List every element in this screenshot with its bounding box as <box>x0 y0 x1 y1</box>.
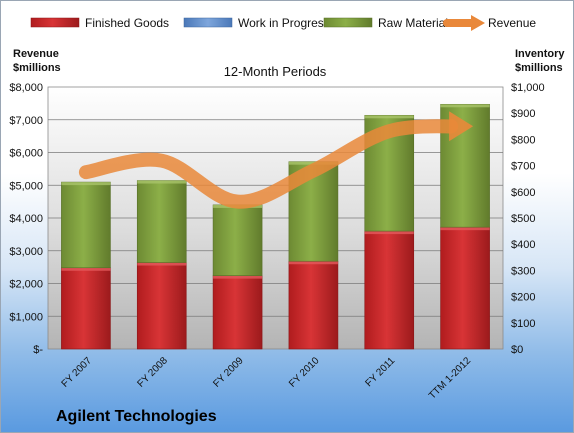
bar-finished-goods <box>364 230 415 350</box>
legend-item-revenue: Revenue <box>443 15 536 31</box>
right-tick-label: $700 <box>511 161 535 173</box>
right-tick-label: $400 <box>511 239 535 251</box>
legend-item-raw-materials: Raw Materials <box>323 16 454 30</box>
legend-label-finished-goods: Finished Goods <box>85 16 169 30</box>
chart-subtitle: 12-Month Periods <box>224 64 327 79</box>
bar-raw-materials <box>136 180 187 263</box>
left-tick-label: $2,000 <box>9 279 43 291</box>
right-tick-label: $500 <box>511 213 535 225</box>
legend-swatch-raw-materials <box>323 17 373 28</box>
bar-cap <box>213 275 263 279</box>
x-tick-label: FY 2007 <box>60 355 95 390</box>
legend-arrow-revenue <box>471 15 485 31</box>
bar-cap <box>440 227 490 231</box>
legend-item-work-in-progress: Work in Progress <box>183 16 330 30</box>
bar-cap <box>364 231 414 235</box>
bar-finished-goods <box>440 226 490 350</box>
left-tick-label: $1,000 <box>9 311 43 323</box>
bar-cap <box>61 267 111 271</box>
revenue-line-group <box>78 111 474 209</box>
right-axis-title-line2: $millions <box>515 62 563 74</box>
right-tick-label: $800 <box>511 134 535 146</box>
left-axis-title-line1: Revenue <box>13 48 59 60</box>
revenue-line <box>78 119 459 209</box>
legend: Finished Goods Work in Progress Raw Mate… <box>30 15 536 31</box>
right-tick-label: $100 <box>511 318 535 330</box>
bar-cap <box>137 262 187 266</box>
bar-finished-goods <box>61 267 111 350</box>
legend-swatch-finished-goods <box>30 17 80 28</box>
company-name: Agilent Technologies <box>56 408 217 425</box>
legend-label-revenue: Revenue <box>488 16 536 30</box>
legend-item-finished-goods: Finished Goods <box>30 16 169 30</box>
left-axis-ticks: $- $1,000 $2,000 $3,000 $4,000 $5,000 $6,000 $7… <box>9 82 43 356</box>
x-tick-label: FY 2008 <box>135 355 170 390</box>
legend-swatch-work-in-progress <box>183 17 233 28</box>
x-axis-ticks: FY 2007 FY 2008 FY 2009 FY 2010 FY 2011 TTM 1… <box>60 355 474 402</box>
bar-finished-goods <box>288 260 339 350</box>
right-tick-label: $600 <box>511 187 535 199</box>
left-tick-label: $7,000 <box>9 115 43 127</box>
right-tick-label: $0 <box>511 344 523 356</box>
bar-finished-goods <box>212 275 263 350</box>
left-tick-label: $- <box>33 344 43 356</box>
legend-label-work-in-progress: Work in Progress <box>238 16 330 30</box>
bar-cap <box>61 182 111 186</box>
bar-raw-materials <box>61 181 111 269</box>
right-tick-label: $200 <box>511 292 535 304</box>
bar-raw-materials <box>212 204 263 276</box>
bar-cap <box>137 180 187 184</box>
left-tick-label: $3,000 <box>9 246 43 258</box>
bar-finished-goods <box>136 262 187 350</box>
legend-label-raw-materials: Raw Materials <box>378 16 454 30</box>
bar-cap <box>288 261 338 265</box>
x-tick-label: FY 2011 <box>364 355 398 389</box>
right-tick-label: $1,000 <box>511 82 545 94</box>
bar-cap <box>364 115 414 119</box>
left-axis-title-line2: $millions <box>13 62 61 74</box>
x-tick-label: FY 2010 <box>287 355 322 390</box>
right-tick-label: $300 <box>511 265 535 277</box>
right-axis-title-line1: Inventory <box>515 48 565 60</box>
left-tick-label: $6,000 <box>9 148 43 160</box>
bar-cap <box>440 104 490 108</box>
right-axis-ticks: $0 $100 $200 $300 $400 $500 $600 $700 $800 $900 $1… <box>511 82 545 356</box>
x-tick-label: FY 2009 <box>211 355 246 390</box>
left-tick-label: $4,000 <box>9 213 43 225</box>
x-tick-label: TTM 1-2012 <box>427 355 474 402</box>
left-tick-label: $5,000 <box>9 180 43 192</box>
revenue-arrowhead <box>449 111 474 142</box>
bars <box>61 103 490 350</box>
right-tick-label: $900 <box>511 108 535 120</box>
left-tick-label: $8,000 <box>9 82 43 94</box>
